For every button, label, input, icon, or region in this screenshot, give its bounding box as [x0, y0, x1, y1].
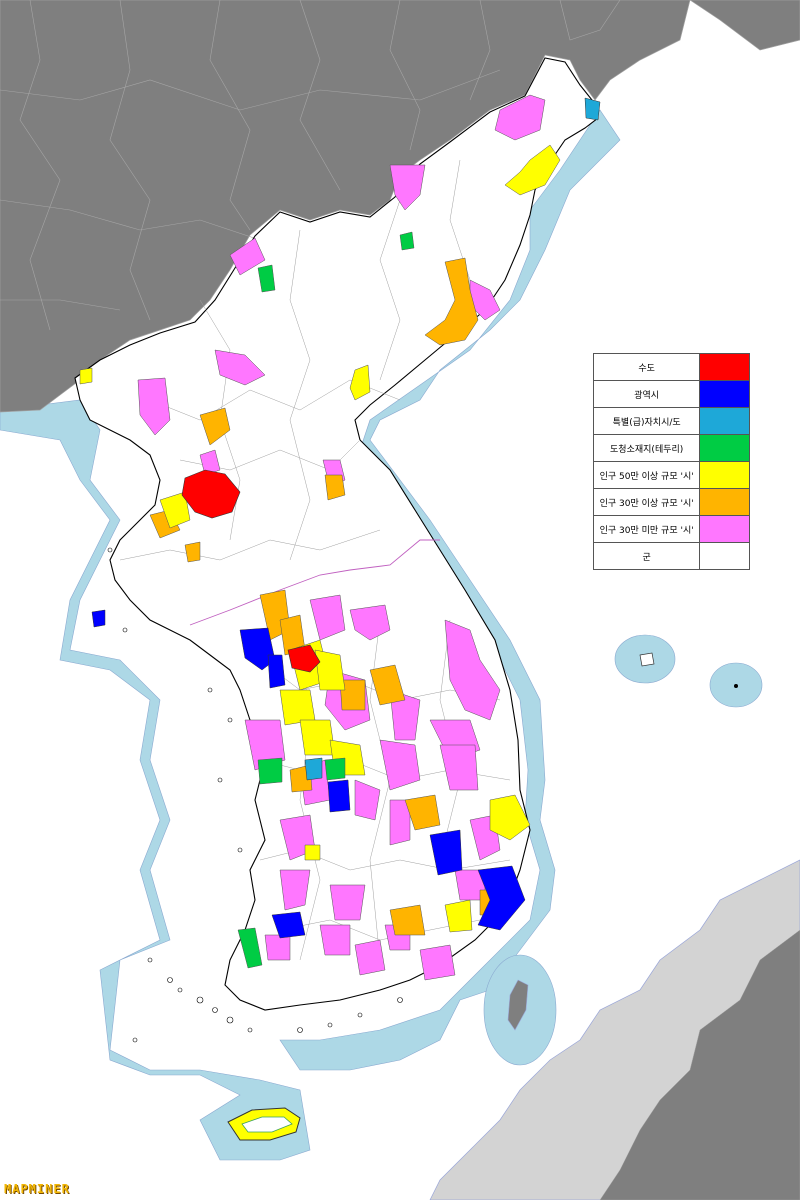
legend-label: 도청소재지(테두리)	[592, 434, 701, 462]
ulleungdo	[639, 652, 655, 667]
legend-label: 인구 30만 미만 규모 '시'	[592, 515, 701, 543]
legend-swatch-yellow	[699, 461, 750, 489]
legend-label: 수도	[592, 353, 701, 381]
legend-swatch-orange	[699, 488, 750, 516]
cities-under-300k	[137, 94, 546, 981]
jeju-inner	[241, 1116, 293, 1133]
legend-label: 광역시	[592, 380, 701, 408]
legend-row-under-300k: 인구 30만 미만 규모 '시'	[592, 515, 750, 543]
legend-label: 군	[592, 542, 701, 570]
special-autonomous	[304, 97, 601, 781]
coastal-islands	[107, 547, 403, 1043]
legend-swatch-blue	[699, 380, 750, 408]
legend-swatch-white	[699, 542, 750, 570]
capital-regions	[181, 469, 321, 673]
watermark-logo: MAPMINER	[4, 1182, 70, 1196]
legend-row-county: 군	[592, 542, 750, 570]
cities-500k-plus	[79, 144, 561, 933]
legend-label: 특별(급)자치시/도	[592, 407, 701, 435]
foreign-borders	[0, 0, 621, 331]
legend-row-metropolitan: 광역시	[592, 380, 750, 408]
tsushima-island	[507, 979, 529, 1031]
legend-row-300k: 인구 30만 이상 규모 '시'	[592, 488, 750, 516]
legend-swatch-skyblue	[699, 407, 750, 435]
legend-row-500k: 인구 50만 이상 규모 '시'	[592, 461, 750, 489]
legend-row-special: 특별(급)자치시/도	[592, 407, 750, 435]
legend-label: 인구 50만 이상 규모 '시'	[592, 461, 701, 489]
provincial-capitals	[237, 231, 415, 969]
legend-row-provincial-capital: 도청소재지(테두리)	[592, 434, 750, 462]
dokdo	[734, 684, 738, 688]
map-legend: 수도 광역시 특별(급)자치시/도 도청소재지(테두리) 인구 50만 이상 규…	[592, 353, 750, 570]
legend-row-capital: 수도	[592, 353, 750, 381]
japan-inland	[599, 929, 800, 1200]
legend-swatch-pink	[699, 515, 750, 543]
legend-swatch-red	[699, 353, 750, 381]
legend-swatch-green	[699, 434, 750, 462]
metropolitan-cities	[91, 609, 526, 939]
major-borders	[189, 539, 440, 626]
legend-label: 인구 30만 이상 규모 '시'	[592, 488, 701, 516]
